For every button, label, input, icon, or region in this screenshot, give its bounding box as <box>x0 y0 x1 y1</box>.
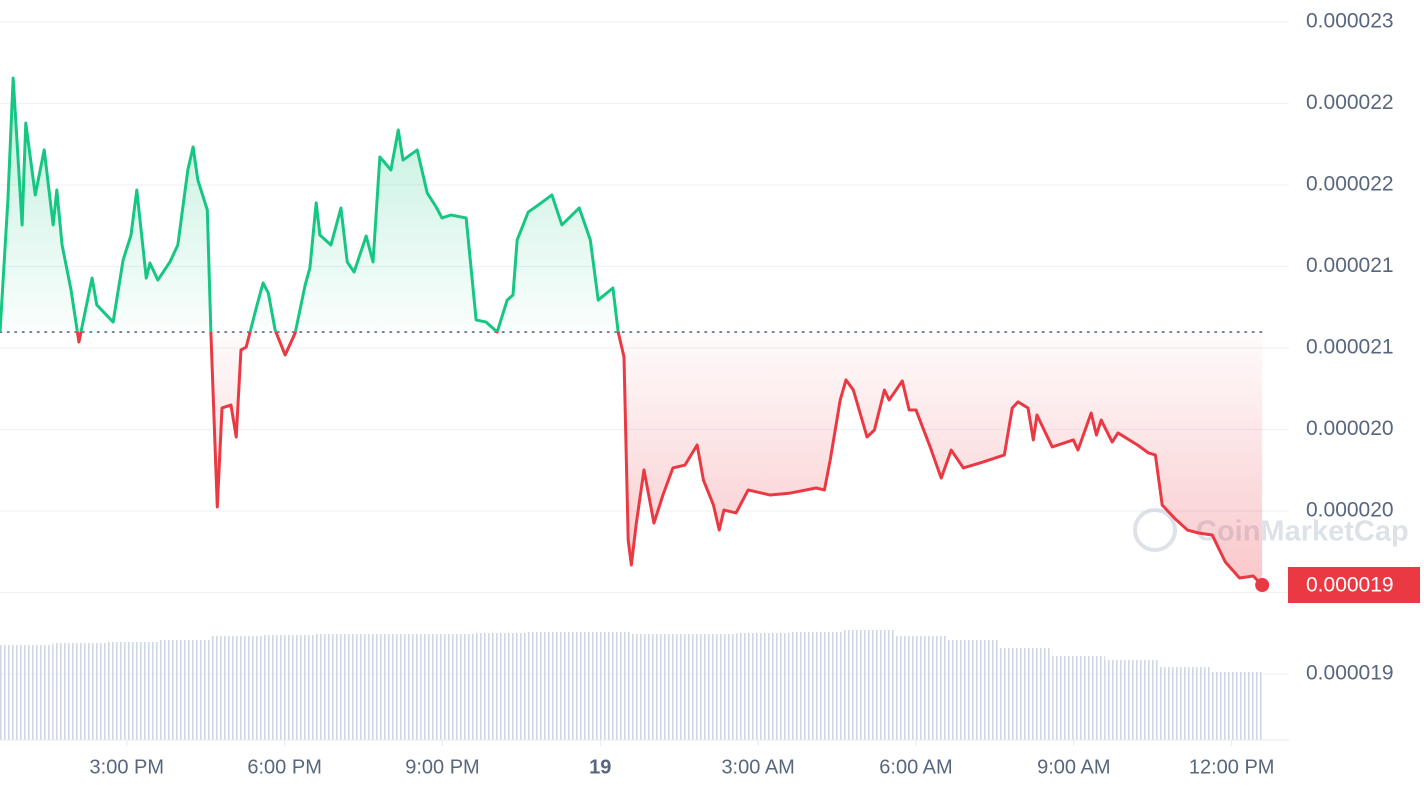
price-tag <box>1288 567 1420 604</box>
volume-bar <box>1104 660 1158 740</box>
volume-bar <box>263 635 316 740</box>
x-tick-label: 9:00 PM <box>405 756 479 778</box>
volume-bar <box>894 636 948 740</box>
volume-bar <box>683 634 737 740</box>
y-tick-label: 0.000023 <box>1306 10 1394 33</box>
volume-bar <box>789 632 842 740</box>
volume-bar <box>315 634 369 740</box>
volume-bar <box>368 634 421 740</box>
volume-bar <box>1052 656 1105 740</box>
x-tick-label: 6:00 AM <box>879 756 952 778</box>
volume-bar <box>157 640 211 740</box>
y-tick-label: 0.000019 <box>1306 662 1394 685</box>
volume-bar <box>0 645 53 740</box>
x-tick-label: 12:00 PM <box>1189 756 1275 778</box>
volume-bar <box>947 640 1000 740</box>
volume-bar <box>578 632 632 740</box>
x-tick-label: 19 <box>589 756 611 778</box>
y-tick-label: 0.000020 <box>1306 417 1394 440</box>
price-line <box>0 76 1264 587</box>
x-tick-label: 9:00 AM <box>1037 756 1110 778</box>
volume-bar <box>999 648 1053 740</box>
x-tick-label: 3:00 PM <box>90 756 164 778</box>
volume-bar <box>105 642 158 740</box>
price-tag-label: 0.000019 <box>1306 574 1394 597</box>
y-tick-label: 0.000021 <box>1306 254 1394 277</box>
volume-bar <box>526 632 579 740</box>
area <box>0 78 1263 586</box>
volume-bar <box>1157 667 1211 740</box>
last-point <box>1255 578 1270 593</box>
x-tick-label: 6:00 PM <box>247 756 321 778</box>
x-tick-label: 3:00 AM <box>721 756 794 778</box>
volume-bar <box>631 634 684 740</box>
y-tick-label: 0.000020 <box>1306 499 1394 522</box>
volume-bar <box>52 643 106 740</box>
volume-bar <box>736 633 790 740</box>
volume-bar <box>210 636 264 740</box>
volume-bar <box>420 634 474 740</box>
volume-bar <box>841 630 895 740</box>
volume-bar <box>1210 672 1263 740</box>
watermark-logo <box>1133 508 1177 552</box>
volume-bar <box>473 633 527 740</box>
y-tick-label: 0.000022 <box>1306 91 1394 114</box>
y-tick-label: 0.000022 <box>1306 173 1394 196</box>
y-tick-label: 0.000021 <box>1306 336 1394 359</box>
